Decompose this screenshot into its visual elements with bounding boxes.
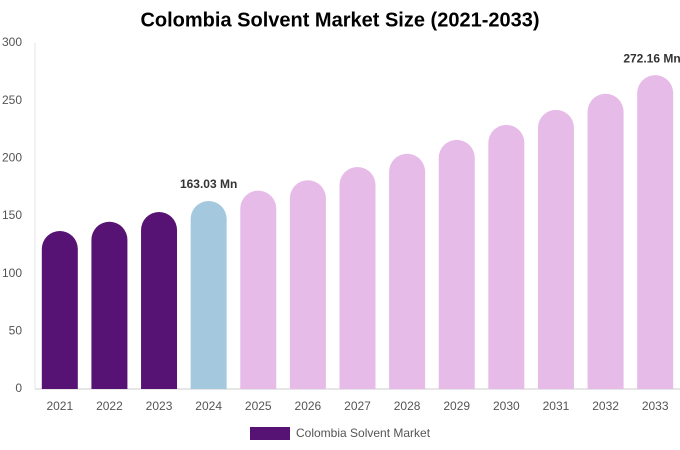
y-tick-label: 300 (2, 35, 22, 49)
bar (389, 153, 426, 389)
y-tick-label: 50 (9, 324, 23, 338)
y-tick-label: 250 (2, 93, 22, 107)
legend-label: Colombia Solvent Market (296, 426, 431, 440)
y-tick-label: 0 (15, 381, 22, 395)
bar (339, 166, 376, 389)
x-tick-label: 2023 (146, 399, 173, 413)
bar (587, 93, 624, 389)
x-tick-label: 2025 (245, 399, 272, 413)
bar (488, 124, 525, 389)
bar (41, 231, 78, 389)
bar (289, 180, 326, 389)
y-tick-label: 100 (2, 266, 22, 280)
value-label: 272.16 Mn (623, 51, 680, 65)
x-tick-label: 2028 (394, 399, 421, 413)
chart-title: Colombia Solvent Market Size (2021-2033) (140, 9, 539, 31)
x-tick-label: 2033 (642, 399, 669, 413)
x-tick-label: 2021 (46, 399, 73, 413)
bar (438, 139, 475, 389)
y-tick-label: 150 (2, 208, 22, 222)
bar (240, 190, 277, 389)
x-tick-label: 2029 (443, 399, 470, 413)
y-tick-label: 200 (2, 151, 22, 165)
x-tick-label: 2031 (543, 399, 570, 413)
bar (141, 211, 178, 389)
legend-swatch (250, 427, 290, 440)
bar (637, 75, 674, 390)
x-tick-label: 2024 (195, 399, 222, 413)
value-label: 163.03 Mn (180, 177, 237, 191)
x-tick-label: 2030 (493, 399, 520, 413)
bar (91, 221, 128, 389)
x-tick-label: 2032 (592, 399, 619, 413)
x-tick-label: 2027 (344, 399, 371, 413)
bar (190, 200, 227, 389)
x-tick-label: 2026 (295, 399, 322, 413)
bar (537, 109, 574, 389)
x-tick-label: 2022 (96, 399, 123, 413)
